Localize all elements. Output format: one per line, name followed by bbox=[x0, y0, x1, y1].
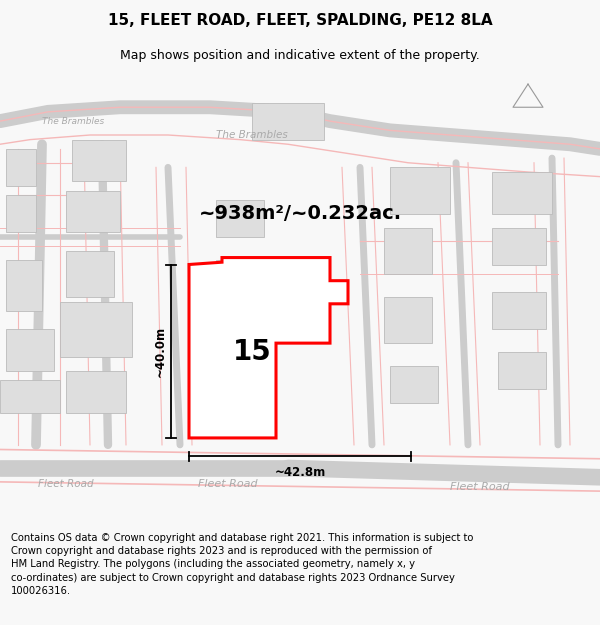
Text: The Brambles: The Brambles bbox=[42, 117, 104, 126]
Bar bbox=[66, 191, 120, 232]
Text: ~40.0m: ~40.0m bbox=[154, 326, 167, 377]
Bar bbox=[390, 366, 438, 403]
Bar bbox=[66, 371, 126, 413]
Text: Contains OS data © Crown copyright and database right 2021. This information is : Contains OS data © Crown copyright and d… bbox=[11, 533, 473, 596]
Bar bbox=[60, 301, 132, 357]
Bar bbox=[492, 172, 552, 214]
Bar bbox=[72, 139, 126, 181]
Bar bbox=[6, 260, 42, 311]
Text: Map shows position and indicative extent of the property.: Map shows position and indicative extent… bbox=[120, 49, 480, 62]
Bar bbox=[492, 292, 546, 329]
Text: ~938m²/~0.232ac.: ~938m²/~0.232ac. bbox=[199, 204, 401, 223]
Text: Fleet Road: Fleet Road bbox=[198, 479, 258, 489]
Bar bbox=[216, 200, 264, 237]
Text: Fleet Road: Fleet Road bbox=[450, 481, 510, 491]
Text: The Brambles: The Brambles bbox=[216, 130, 288, 140]
Text: 15, FLEET ROAD, FLEET, SPALDING, PE12 8LA: 15, FLEET ROAD, FLEET, SPALDING, PE12 8L… bbox=[107, 13, 493, 28]
Bar bbox=[0, 380, 60, 412]
Bar bbox=[6, 149, 36, 186]
Bar bbox=[384, 297, 432, 343]
Text: Fleet Road: Fleet Road bbox=[38, 479, 94, 489]
Bar bbox=[66, 251, 114, 297]
Bar bbox=[384, 228, 432, 274]
Bar bbox=[498, 352, 546, 389]
Bar bbox=[492, 228, 546, 264]
Bar bbox=[6, 329, 54, 371]
Bar bbox=[390, 168, 450, 214]
Bar bbox=[252, 102, 324, 139]
Bar bbox=[6, 195, 36, 232]
Text: ~42.8m: ~42.8m bbox=[274, 466, 326, 479]
Bar bbox=[216, 260, 264, 306]
Bar bbox=[216, 324, 264, 371]
Text: 15: 15 bbox=[233, 338, 271, 366]
Polygon shape bbox=[189, 258, 348, 438]
